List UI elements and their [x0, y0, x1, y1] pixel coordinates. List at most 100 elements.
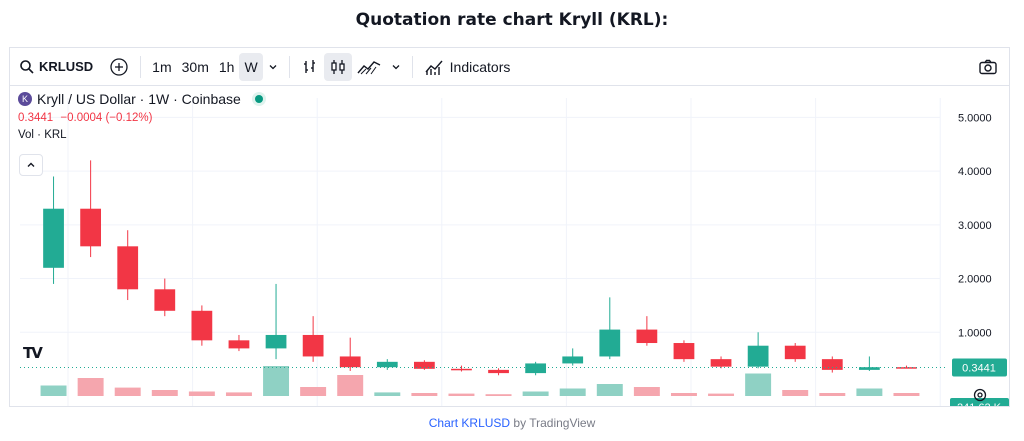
candle-body	[302, 334, 324, 357]
volume-bar	[596, 384, 623, 396]
plus-circle-icon	[110, 57, 128, 76]
collapse-legend-button[interactable]	[19, 154, 43, 176]
indicators-button[interactable]: Indicators	[419, 53, 516, 81]
volume-bar	[337, 375, 364, 396]
volume-bar	[670, 393, 697, 396]
footer-suffix: by TradingView	[510, 416, 596, 430]
volume-bar	[374, 392, 401, 396]
search-icon	[20, 59, 34, 74]
screenshot-button[interactable]	[973, 53, 1003, 81]
area-chart-type-button[interactable]	[352, 53, 386, 81]
candle-body	[117, 246, 139, 290]
toolbar-divider	[411, 55, 413, 78]
indicators-label: Indicators	[449, 58, 511, 75]
y-tick-label: 4.0000	[958, 166, 992, 178]
candle-body	[710, 359, 732, 367]
price-chart[interactable]: 1.00002.00003.00004.00005.00002022Jul202…	[10, 86, 1009, 406]
toolbar-divider	[140, 55, 142, 78]
legend-volume-label: Vol · KRL	[18, 129, 67, 141]
volume-bar	[745, 373, 772, 396]
volume-bar	[151, 390, 178, 396]
indicators-icon	[425, 60, 443, 75]
footer-chart-link[interactable]: Chart KRLUSD	[428, 416, 511, 430]
symbol-search-button[interactable]: KRLUSD	[14, 53, 98, 81]
volume-bar	[819, 393, 846, 396]
candle-body	[228, 340, 250, 349]
interval-dropdown-button[interactable]	[263, 53, 283, 81]
candle-body	[896, 367, 917, 369]
y-tick-label: 2.0000	[958, 274, 992, 286]
market-open-icon	[251, 92, 266, 106]
candle-body	[191, 310, 213, 341]
candle-body	[43, 208, 64, 268]
tradingview-logo[interactable]: TV	[23, 344, 43, 362]
volume-bar	[633, 387, 660, 396]
bar-chart-type-button[interactable]	[296, 53, 324, 81]
legend-title: Kryll / US Dollar · 1W · Coinbase	[37, 91, 241, 107]
volume-bar	[708, 393, 735, 396]
volume-bar	[559, 388, 586, 396]
candle-body	[451, 368, 472, 371]
volume-tag-label: 241.62 K	[957, 402, 1002, 406]
candle-body	[858, 367, 880, 370]
volume-bar	[77, 378, 104, 396]
volume-bar	[893, 393, 920, 396]
candle-body	[80, 208, 102, 247]
chevron-up-icon	[27, 162, 35, 167]
volume-bar	[40, 385, 67, 396]
symbol-label: KRLUSD	[39, 59, 94, 74]
candle-body	[673, 343, 695, 360]
candle-body	[747, 345, 769, 367]
candle-body	[784, 345, 806, 360]
legend-price-row: 0.3441 −0.0004 (−0.12%)	[18, 112, 266, 124]
volume-bar	[188, 391, 215, 396]
volume-bar	[225, 392, 252, 396]
interval-30m[interactable]: 30m	[181, 58, 209, 75]
area-chart-icon	[357, 60, 380, 74]
candle-body	[154, 289, 176, 311]
volume-bar	[485, 394, 512, 396]
volume-bar	[522, 391, 549, 396]
candle-body	[821, 359, 843, 370]
chart-legend: K Kryll / US Dollar · 1W · Coinbase 0.34…	[18, 91, 266, 141]
y-tick-label: 5.0000	[958, 112, 992, 124]
interval-w[interactable]: W	[239, 52, 263, 81]
volume-bar	[263, 366, 290, 396]
candle-body	[265, 334, 287, 349]
chart-type-dropdown-button[interactable]	[386, 53, 406, 81]
settings-gear-icon[interactable]	[972, 387, 988, 403]
volume-bar	[114, 387, 141, 396]
price-tag-label: 0.3441	[962, 363, 996, 375]
y-tick-label: 1.0000	[958, 327, 992, 339]
price-tag	[952, 358, 1007, 377]
candle-body	[488, 369, 509, 374]
ohlc-bars-icon	[303, 59, 315, 73]
candles-chart-type-button[interactable]	[323, 52, 352, 81]
candle-body	[636, 329, 658, 344]
volume-bar	[411, 393, 438, 396]
legend-change: −0.0004 (−0.12%)	[60, 112, 153, 124]
page-title: Quotation rate chart Kryll (KRL):	[355, 10, 669, 30]
compare-button[interactable]	[104, 53, 134, 81]
candle-body	[525, 363, 547, 374]
candle-body	[599, 329, 621, 357]
interval-1h[interactable]: 1h	[218, 58, 235, 75]
legend-price: 0.3441	[18, 112, 54, 124]
chart-widget: KRLUSD 1m 30m 1h W Indicators	[9, 47, 1010, 407]
chart-footer: Chart KRLUSD by TradingView	[0, 416, 1024, 430]
kryll-logo-icon: K	[18, 92, 32, 106]
volume-bar	[448, 393, 475, 396]
volume-bar	[782, 390, 809, 396]
y-tick-label: 3.0000	[958, 220, 992, 232]
chart-toolbar: KRLUSD 1m 30m 1h W Indicators	[10, 48, 1009, 86]
candle-body	[413, 361, 435, 369]
candle-body	[562, 356, 584, 364]
volume-bar	[856, 388, 883, 396]
volume-tag	[950, 398, 1009, 406]
camera-icon	[979, 59, 997, 74]
candle-body	[339, 356, 361, 368]
interval-1m[interactable]: 1m	[152, 58, 172, 75]
chevron-down-icon	[392, 64, 400, 69]
toolbar-divider	[288, 55, 290, 78]
volume-bar	[300, 387, 327, 396]
